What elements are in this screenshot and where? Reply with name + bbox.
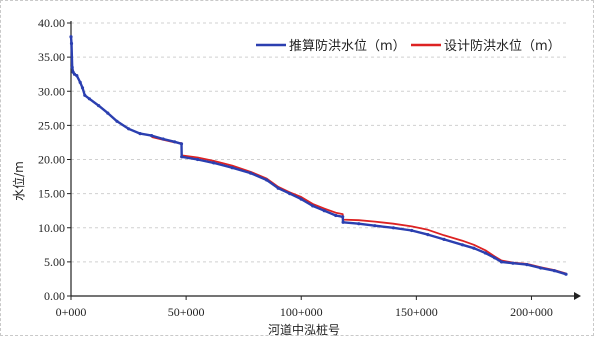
series-1-point-11	[106, 111, 110, 115]
series-1-point-37	[426, 233, 430, 237]
x-tick-labels: 0+000 50+000 100+000 150+000 200+000	[56, 305, 553, 319]
series-1-point-24	[265, 178, 269, 182]
series-1-point-43	[499, 260, 504, 264]
legend: 推算防洪水位（m） 设计防洪水位（m）	[256, 38, 561, 54]
series-1-point-10	[97, 104, 101, 108]
series-1-point-22	[230, 166, 234, 170]
series-line-2	[151, 136, 567, 275]
series-1-point-42	[493, 256, 497, 260]
series-1-point-31	[341, 215, 345, 219]
series-1-point-46	[539, 266, 543, 270]
series-1-point-15	[150, 134, 154, 138]
x-axis-label: 河道中泓桩号	[268, 322, 340, 337]
series-line-1	[69, 36, 567, 276]
series-1-point-21	[212, 161, 216, 165]
x-tick-label-3: 150+000	[395, 305, 438, 319]
y-tick-label-4: 20.00	[38, 153, 65, 167]
series-1-point-13	[127, 127, 131, 131]
series-1-point-35	[391, 226, 395, 230]
y-tick-label-0: 0.00	[44, 289, 65, 303]
series-1-point-19	[180, 155, 184, 159]
series-1-point-29	[322, 209, 326, 213]
legend-label-series-2: 设计防洪水位（m）	[444, 38, 561, 54]
series-1-point-27	[299, 197, 303, 201]
grid	[71, 22, 566, 263]
series-1-point-28	[311, 204, 315, 208]
series-1-point-16	[161, 137, 165, 141]
series-1-point-14	[138, 132, 142, 136]
series-1-point-32	[341, 220, 345, 224]
series-1-point-8	[83, 93, 87, 97]
y-tick-label-5: 25.00	[38, 118, 65, 132]
series-1-point-45	[525, 263, 529, 267]
series-1-point-39	[460, 243, 464, 247]
series-1-point-6	[78, 80, 82, 84]
y-tick-label-1: 5.00	[44, 255, 65, 269]
series-1-point-41	[483, 251, 487, 255]
y-tick-labels: 0.00 5.00 10.00 15.00 20.00 25.00 30.00 35.00 40…	[38, 16, 65, 303]
y-tick-label-6: 30.00	[38, 84, 65, 98]
series-1-point-2	[70, 65, 74, 69]
series-1-point-4	[72, 72, 77, 76]
series-1-point-18	[179, 142, 184, 146]
legend-label-series-1: 推算防洪水位（m）	[289, 38, 406, 54]
series-1-point-1	[69, 41, 74, 46]
y-tick-label-7: 35.00	[38, 50, 65, 64]
series-1-point-9	[87, 97, 91, 101]
series-1-point-30	[334, 213, 338, 218]
series-1-point-33	[357, 222, 361, 226]
series-1-point-12	[115, 119, 119, 123]
y-axis-label: 水位/m	[11, 161, 26, 201]
series-1-point-48	[564, 272, 568, 276]
series-lines	[69, 35, 568, 276]
series-1-point-20	[196, 157, 200, 162]
x-tick-label-4: 200+000	[510, 305, 553, 319]
x-axis-arrow	[574, 292, 581, 300]
series-1-point-38	[442, 237, 446, 241]
series-1-point-47	[552, 269, 557, 273]
series-1-point-7	[80, 86, 85, 90]
series-1-point-23	[249, 171, 253, 175]
x-tick-label-1: 50+000	[168, 305, 205, 319]
x-tick-label-0: 0+000	[56, 305, 87, 319]
x-tick-label-2: 100+000	[280, 305, 323, 319]
y-tick-label-3: 15.00	[38, 187, 65, 201]
series-1-point-0	[69, 35, 73, 39]
y-tick-label-2: 10.00	[38, 221, 65, 235]
axes	[67, 21, 581, 300]
series-1-point-17	[173, 140, 177, 144]
series-1-point-34	[373, 224, 377, 228]
series-1-point-26	[288, 192, 292, 196]
y-tick-label-8: 40.00	[38, 16, 65, 30]
series-1-point-44	[511, 261, 515, 265]
series-1-point-25	[276, 186, 280, 190]
series-1-point-36	[410, 228, 414, 233]
series-1-point-40	[472, 246, 476, 250]
series-1-point-5	[75, 74, 79, 78]
